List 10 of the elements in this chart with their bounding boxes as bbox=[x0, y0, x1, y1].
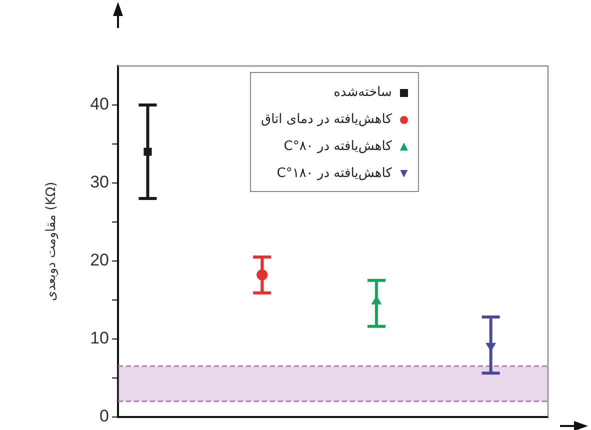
legend-label: کاهش‌یافته در ۸۰°C bbox=[284, 139, 392, 154]
legend-label: کاهش‌یافته در دمای اتاق bbox=[261, 112, 392, 127]
legend-label: ساخته‌شده bbox=[334, 85, 392, 100]
y-tick-label: 10 bbox=[90, 328, 109, 348]
y-tick-label: 20 bbox=[90, 250, 109, 270]
legend-label: کاهش‌یافته در ۱۸۰°C bbox=[276, 166, 392, 181]
y-tick-label: 40 bbox=[90, 94, 109, 114]
y-tick-label: 30 bbox=[90, 172, 109, 192]
y-axis-title: مقاومت دوبعدی (KΩ) bbox=[44, 182, 60, 302]
y-tick-label: 0 bbox=[100, 406, 109, 426]
